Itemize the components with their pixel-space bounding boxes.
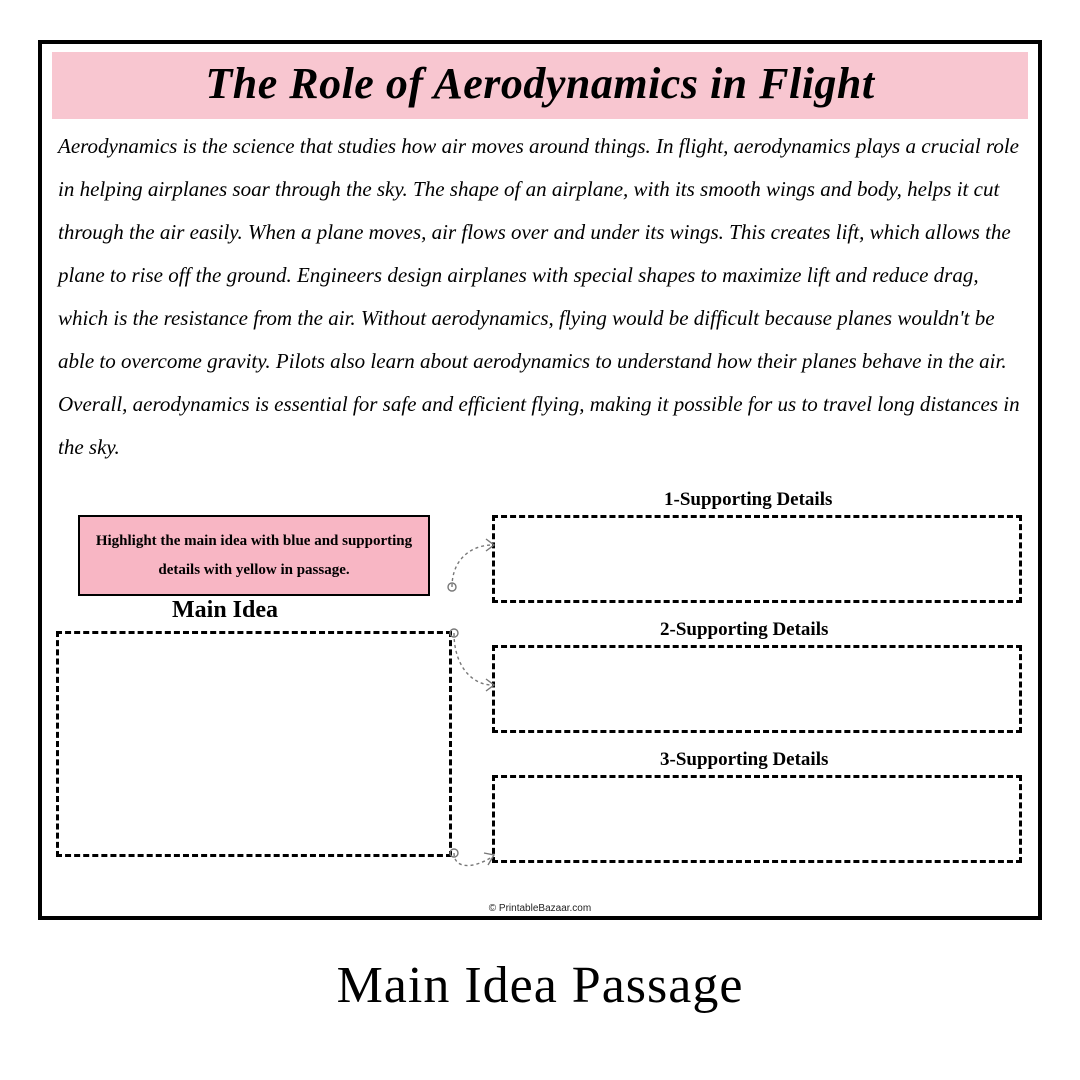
arrow-to-detail-3 — [448, 797, 498, 877]
arrow-to-detail-2 — [448, 627, 498, 697]
worksheet-title: The Role of Aerodynamics in Flight — [52, 52, 1028, 119]
graphic-organizer: Highlight the main idea with blue and su… — [52, 497, 1028, 917]
detail-1-input-box[interactable] — [492, 515, 1022, 603]
page-caption: Main Idea Passage — [38, 956, 1042, 1015]
footer-credit: © PrintableBazaar.com — [42, 903, 1038, 914]
main-idea-input-box[interactable] — [56, 631, 452, 857]
passage-text: Aerodynamics is the science that studies… — [52, 119, 1028, 469]
worksheet-frame: The Role of Aerodynamics in Flight Aerod… — [38, 40, 1042, 920]
arrow-to-detail-1 — [444, 537, 499, 597]
detail-1-label: 1-Supporting Details — [664, 489, 832, 511]
instruction-box: Highlight the main idea with blue and su… — [78, 515, 430, 596]
detail-3-label: 3-Supporting Details — [660, 749, 828, 771]
detail-2-label: 2-Supporting Details — [660, 619, 828, 641]
main-idea-label: Main Idea — [172, 597, 278, 624]
detail-3-input-box[interactable] — [492, 775, 1022, 863]
detail-2-input-box[interactable] — [492, 645, 1022, 733]
